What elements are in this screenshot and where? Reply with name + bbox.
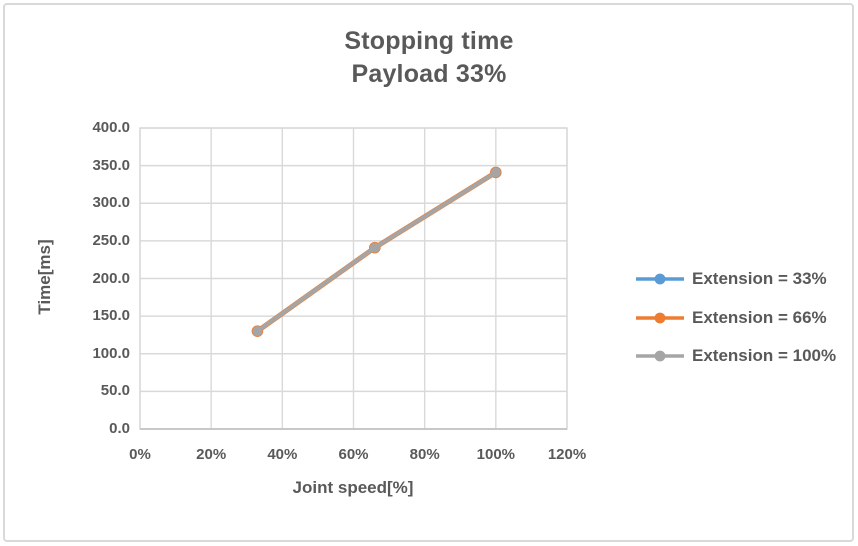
legend-item: Extension = 66% — [636, 299, 851, 338]
y-tick-label: 0.0 — [109, 420, 130, 437]
x-tick-label: 120% — [547, 446, 587, 463]
x-tick-label: 20% — [196, 446, 227, 463]
legend-line-marker-icon — [636, 312, 684, 324]
legend-line-marker-icon — [636, 351, 684, 362]
chart-subtitle: Payload 33% — [351, 60, 507, 88]
x-tick-label: 100% — [476, 446, 516, 463]
series-marker — [369, 242, 380, 253]
y-tick-label: 250.0 — [92, 231, 130, 249]
y-axis-tick-labels: 0.0 50.0 100.0 150.0 200.0 250.0 300.0 350.0 400… — [0, 0, 130, 546]
series-marker — [490, 167, 501, 178]
y-tick-label: 50.0 — [100, 382, 130, 400]
legend-item: Extension = 33% — [636, 260, 851, 299]
chart-title-block: Stopping time Payload 33% — [0, 25, 858, 91]
chart-title: Stopping time — [344, 27, 514, 55]
y-tick-label: 300.0 — [92, 194, 130, 212]
y-axis-title: Time[ms] — [35, 239, 54, 315]
legend-label: Extension = 33% — [692, 269, 827, 289]
series-marker — [252, 326, 263, 337]
x-axis-title: Joint speed[%] — [292, 478, 414, 497]
legend-item: Extension = 100% — [636, 337, 851, 376]
x-tick-label: 80% — [409, 446, 440, 463]
x-tick-label: 0% — [129, 446, 151, 463]
y-tick-label: 400.0 — [92, 119, 130, 136]
legend: Extension = 33% Extension = 66% Extension … — [636, 260, 851, 376]
x-tick-label: 40% — [267, 446, 298, 463]
legend-label: Extension = 100% — [692, 346, 837, 366]
x-tick-label: 60% — [338, 446, 369, 463]
legend-label: Extension = 66% — [692, 307, 827, 327]
y-tick-label: 200.0 — [92, 269, 130, 287]
y-tick-label: 150.0 — [92, 307, 130, 325]
y-tick-label: 350.0 — [92, 156, 130, 174]
y-tick-label: 100.0 — [92, 344, 130, 362]
legend-line-marker-icon — [636, 273, 684, 285]
